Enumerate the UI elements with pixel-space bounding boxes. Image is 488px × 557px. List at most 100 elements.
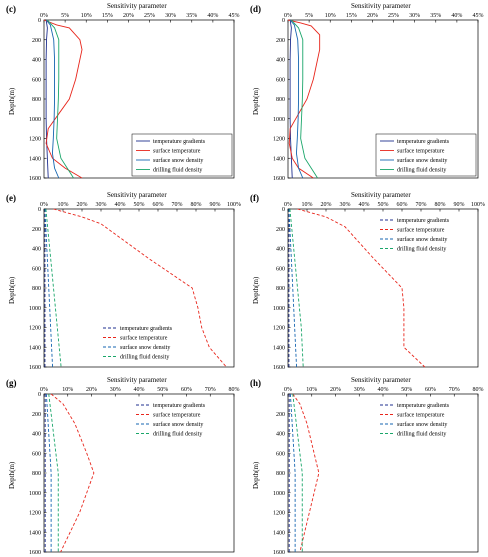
y-tick-label: 1400 — [29, 156, 41, 162]
y-tick-label: 0 — [282, 18, 285, 24]
y-tick-label: 200 — [276, 38, 285, 44]
y-tick-label: 400 — [276, 58, 285, 64]
y-tick-label: 600 — [276, 77, 285, 83]
y-tick-label: 0 — [38, 207, 41, 213]
x-tick-label: 40% — [359, 202, 370, 208]
y-tick-label: 0 — [38, 392, 41, 398]
y-tick-label: 200 — [276, 412, 285, 418]
legend-label-surface-temperature: surface temperature — [397, 148, 445, 155]
plot-frame — [287, 393, 479, 553]
y-tick-label: 1000 — [29, 306, 41, 312]
x-tick-label: 10% — [58, 202, 69, 208]
legend-label-drilling-fluid-density: drilling fluid density — [397, 246, 446, 253]
series-line-surface-snow-density — [44, 208, 53, 368]
x-tick-label: 0% — [40, 202, 48, 208]
y-tick-label: 1200 — [29, 326, 41, 332]
x-tick-label: 35% — [430, 13, 441, 19]
y-tick-label: 400 — [276, 247, 285, 253]
series-line-surface-temperature — [53, 208, 227, 368]
series-line-temperature-gradients — [289, 19, 293, 179]
series-line-drilling-fluid-density — [292, 393, 303, 552]
chart-title: Sensitivity parameter — [107, 2, 167, 10]
x-tick-label: 50% — [134, 202, 145, 208]
legend-label-surface-snow-density: surface snow density — [397, 421, 447, 428]
panel-label: (e) — [6, 193, 16, 203]
x-tick-label: 30% — [96, 202, 107, 208]
x-tick-label: 40% — [134, 387, 145, 393]
chart-svg: 0% 10% 20% 30% 40% 50% 60% 70% 80% 90% 100% 0 200 400… — [273, 202, 485, 371]
y-tick-label: 400 — [32, 247, 41, 253]
x-tick-label: 0% — [284, 387, 292, 393]
x-tick-label: 70% — [416, 202, 427, 208]
series-line-surface-temperature — [43, 19, 83, 179]
y-tick-label: 800 — [32, 471, 41, 477]
chart-svg: 0% 5% 10% 15% 20% 25% 30% 35% 40% 45% 0 200 400 600 80… — [29, 13, 240, 182]
y-tick-label: 1000 — [273, 491, 285, 497]
legend-label-temperature-gradients: temperature gradients — [397, 218, 450, 224]
x-tick-label: 80% — [191, 202, 202, 208]
legend: temperature gradients surface temperature… — [103, 326, 173, 361]
x-tick-label: 10% — [302, 202, 313, 208]
x-tick-label: 15% — [102, 13, 113, 19]
x-tick-label: 30% — [110, 387, 121, 393]
legend-label-drilling-fluid-density: drilling fluid density — [153, 431, 202, 438]
x-tick-label: 0% — [284, 13, 292, 19]
x-tick-label: 0% — [40, 387, 48, 393]
legend-label-surface-snow-density: surface snow density — [397, 157, 447, 164]
y-tick-label: 800 — [276, 286, 285, 292]
series-line-surface-temperature — [292, 393, 320, 553]
legend-label-temperature-gradients: temperature gradients — [120, 326, 173, 332]
legend-label-temperature-gradients: temperature gradients — [397, 139, 450, 145]
legend: temperature gradients surface temperature… — [380, 403, 450, 438]
y-tick-label: 1400 — [29, 345, 41, 351]
x-tick-label: 40% — [115, 202, 126, 208]
y-tick-label: 1200 — [273, 137, 285, 143]
x-tick-label: 30% — [165, 13, 176, 19]
series-line-surface-snow-density — [45, 19, 60, 179]
series-line-drilling-fluid-density — [45, 208, 62, 368]
series-line-drilling-fluid-density — [48, 393, 59, 552]
legend: temperature gradients surface temperature… — [380, 218, 450, 253]
x-tick-label: 20% — [321, 202, 332, 208]
x-tick-label: 60% — [153, 202, 164, 208]
y-tick-label: 400 — [32, 432, 41, 438]
x-tick-label: 80% — [229, 387, 240, 393]
chart-title: Sensitivity parameter — [351, 191, 411, 199]
legend-label-surface-temperature: surface temperature — [397, 227, 445, 234]
y-tick-label: 1000 — [273, 117, 285, 123]
legend-label-surface-snow-density: surface snow density — [397, 236, 447, 243]
series-line-drilling-fluid-density — [291, 19, 318, 179]
series-line-surface-temperature — [287, 19, 321, 179]
y-tick-label: 0 — [38, 18, 41, 24]
x-tick-label: 20% — [330, 387, 341, 393]
x-tick-label: 15% — [346, 13, 357, 19]
y-tick-label: 800 — [276, 97, 285, 103]
x-tick-label: 20% — [123, 13, 134, 19]
x-tick-label: 5% — [61, 13, 69, 19]
y-tick-label: 1400 — [273, 345, 285, 351]
chart-title: Sensitivity parameter — [107, 376, 167, 384]
chart-svg: 0% 10% 20% 30% 40% 50% 60% 70% 80% 90% 100% 0 200 400… — [29, 202, 241, 371]
x-tick-label: 25% — [388, 13, 399, 19]
x-tick-label: 90% — [210, 202, 221, 208]
series-line-surface-temperature — [297, 208, 426, 368]
y-tick-label: 1600 — [29, 176, 41, 182]
y-tick-label: 1600 — [29, 365, 41, 371]
y-tick-label: 200 — [32, 227, 41, 233]
x-tick-label: 20% — [77, 202, 88, 208]
legend-label-surface-temperature: surface temperature — [397, 412, 445, 419]
legend-label-temperature-gradients: temperature gradients — [153, 403, 206, 409]
series-line-surface-snow-density — [288, 208, 297, 368]
x-tick-label: 30% — [340, 202, 351, 208]
y-tick-label: 1600 — [29, 550, 41, 556]
y-tick-label: 0 — [282, 392, 285, 398]
y-tick-label: 1600 — [273, 550, 285, 556]
y-tick-label: 0 — [282, 207, 285, 213]
panel-label: (c) — [6, 4, 16, 14]
y-tick-label: 600 — [276, 266, 285, 272]
x-tick-label: 40% — [451, 13, 462, 19]
y-tick-label: 1400 — [273, 530, 285, 536]
legend-label-surface-temperature: surface temperature — [153, 412, 201, 419]
legend-label-temperature-gradients: temperature gradients — [153, 139, 206, 145]
series-line-drilling-fluid-density — [289, 208, 304, 368]
